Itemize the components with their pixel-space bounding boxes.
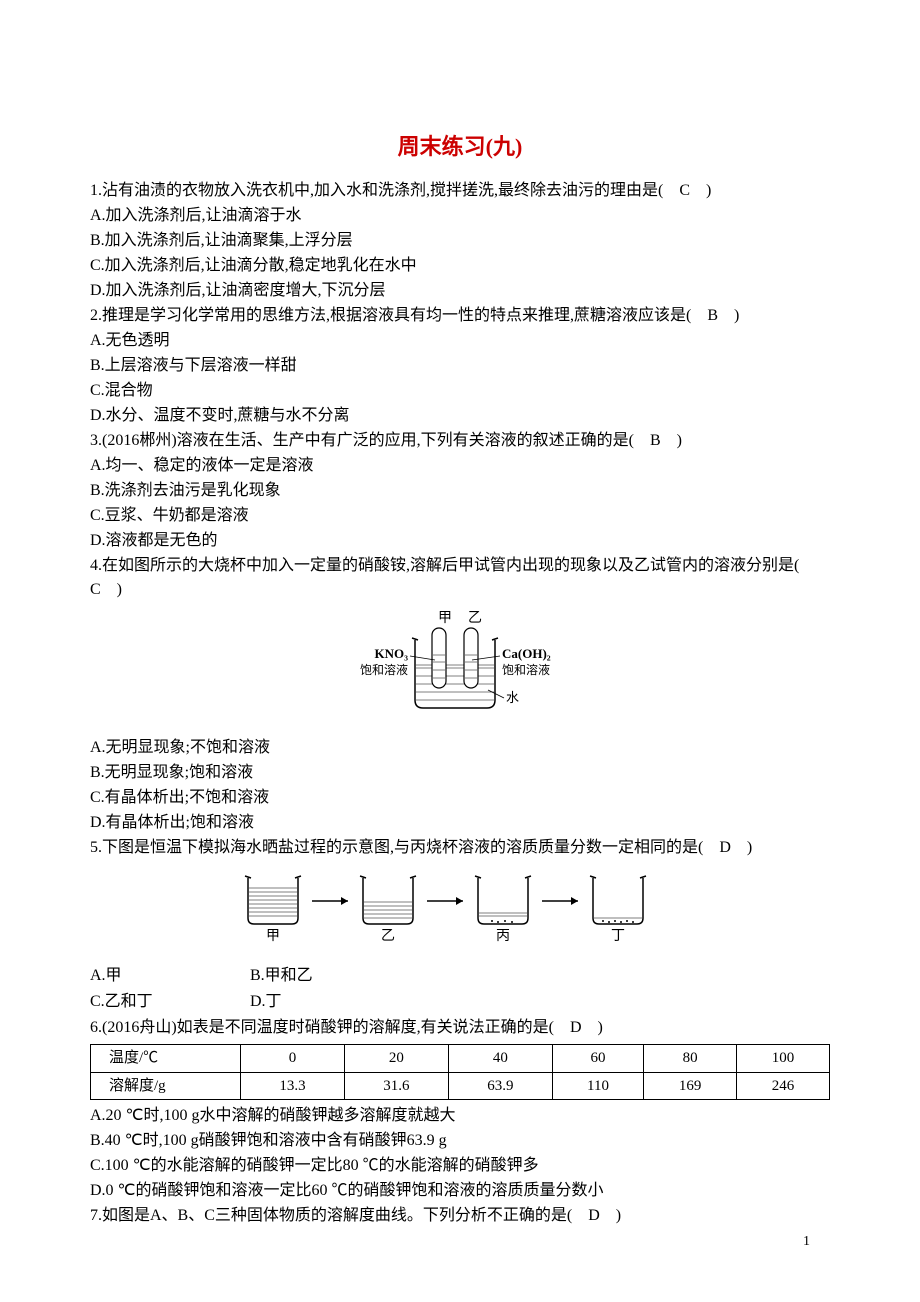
arrow-icon xyxy=(312,897,348,905)
q5-stem: 5.下图是恒温下模拟海水晒盐过程的示意图,与丙烧杯溶液的溶质质量分数一定相同的是… xyxy=(90,836,830,860)
q2-opt-d: D.水分、温度不变时,蔗糖与水不分离 xyxy=(90,404,830,428)
q4-opt-b: B.无明显现象;饱和溶液 xyxy=(90,761,830,785)
svg-text:丁: 丁 xyxy=(611,929,625,944)
q4-label-left-sub: 饱和溶液 xyxy=(360,662,408,677)
q4-label-top-l: 甲 xyxy=(438,611,452,626)
q3-opt-c: C.豆浆、牛奶都是溶液 xyxy=(90,504,830,528)
question-4: 4.在如图所示的大烧杯中加入一定量的硝酸铵,溶解后甲试管内出现的现象以及乙试管内… xyxy=(90,554,830,835)
q5-opt-c: C.乙和丁 xyxy=(90,990,190,1014)
question-2: 2.推理是学习化学常用的思维方法,根据溶液具有均一性的特点来推理,蔗糖溶液应该是… xyxy=(90,304,830,428)
table-cell: 溶解度/g xyxy=(91,1072,241,1100)
q4-label-bottom: 水 xyxy=(506,690,519,705)
table-cell: 20 xyxy=(344,1045,448,1073)
svg-text:甲: 甲 xyxy=(266,929,280,944)
arrow-icon xyxy=(542,897,578,905)
q2-stem: 2.推理是学习化学常用的思维方法,根据溶液具有均一性的特点来推理,蔗糖溶液应该是… xyxy=(90,304,830,328)
q4-stem: 4.在如图所示的大烧杯中加入一定量的硝酸铵,溶解后甲试管内出现的现象以及乙试管内… xyxy=(90,554,830,602)
q1-opt-b: B.加入洗涤剂后,让油滴聚集,上浮分层 xyxy=(90,229,830,253)
table-cell: 13.3 xyxy=(241,1072,345,1100)
q2-opt-b: B.上层溶液与下层溶液一样甜 xyxy=(90,354,830,378)
question-5: 5.下图是恒温下模拟海水晒盐过程的示意图,与丙烧杯溶液的溶质质量分数一定相同的是… xyxy=(90,836,830,1014)
arrow-icon xyxy=(427,897,463,905)
svg-text:乙: 乙 xyxy=(381,928,395,944)
q1-opt-a: A.加入洗涤剂后,让油滴溶于水 xyxy=(90,204,830,228)
q1-opt-c: C.加入洗涤剂后,让油滴分散,稳定地乳化在水中 xyxy=(90,254,830,278)
q7-stem: 7.如图是A、B、C三种固体物质的溶解度曲线。下列分析不正确的是( D ) xyxy=(90,1204,830,1228)
q4-label-top-r: 乙 xyxy=(468,610,482,626)
q4-label-left: KNO₃ xyxy=(374,646,408,661)
q5-opt-a: A.甲 xyxy=(90,964,190,988)
table-row: 溶解度/g 13.3 31.6 63.9 110 169 246 xyxy=(91,1072,830,1100)
table-row: 温度/℃ 0 20 40 60 80 100 xyxy=(91,1045,830,1073)
q2-opt-a: A.无色透明 xyxy=(90,329,830,353)
table-cell: 31.6 xyxy=(344,1072,448,1100)
beaker-2-icon: 乙 xyxy=(360,876,416,944)
q3-opt-a: A.均一、稳定的液体一定是溶液 xyxy=(90,454,830,478)
q5-opt-d: D.丁 xyxy=(250,990,350,1014)
table-cell: 246 xyxy=(737,1072,830,1100)
q6-opt-d: D.0 ℃的硝酸钾饱和溶液一定比60 ℃的硝酸钾饱和溶液的溶质质量分数小 xyxy=(90,1179,830,1203)
q4-opt-a: A.无明显现象;不饱和溶液 xyxy=(90,736,830,760)
q3-opt-b: B.洗涤剂去油污是乳化现象 xyxy=(90,479,830,503)
q6-stem: 6.(2016舟山)如表是不同温度时硝酸钾的溶解度,有关说法正确的是( D ) xyxy=(90,1016,830,1040)
q6-opt-a: A.20 ℃时,100 g水中溶解的硝酸钾越多溶解度就越大 xyxy=(90,1104,830,1128)
table-cell: 63.9 xyxy=(448,1072,552,1100)
q6-table: 温度/℃ 0 20 40 60 80 100 溶解度/g 13.3 31.6 6… xyxy=(90,1044,830,1100)
table-cell: 温度/℃ xyxy=(91,1045,241,1073)
q1-opt-d: D.加入洗涤剂后,让油滴密度增大,下沉分层 xyxy=(90,279,830,303)
svg-text:丙: 丙 xyxy=(496,929,510,944)
beaker-3-icon: 丙 xyxy=(475,876,531,944)
page-number: 1 xyxy=(803,1231,810,1252)
table-cell: 110 xyxy=(552,1072,643,1100)
question-3: 3.(2016郴州)溶液在生活、生产中有广泛的应用,下列有关溶液的叙述正确的是(… xyxy=(90,429,830,553)
q4-opt-d: D.有晶体析出;饱和溶液 xyxy=(90,811,830,835)
q5-opt-b: B.甲和乙 xyxy=(250,964,350,988)
q6-opt-b: B.40 ℃时,100 g硝酸钾饱和溶液中含有硝酸钾63.9 g xyxy=(90,1129,830,1153)
table-cell: 60 xyxy=(552,1045,643,1073)
table-cell: 169 xyxy=(644,1072,737,1100)
beaker-1-icon: 甲 xyxy=(245,876,301,944)
question-7: 7.如图是A、B、C三种固体物质的溶解度曲线。下列分析不正确的是( D ) xyxy=(90,1204,830,1228)
question-6: 6.(2016舟山)如表是不同温度时硝酸钾的溶解度,有关说法正确的是( D ) … xyxy=(90,1016,830,1203)
q2-opt-c: C.混合物 xyxy=(90,379,830,403)
table-cell: 100 xyxy=(737,1045,830,1073)
question-1: 1.沾有油渍的衣物放入洗衣机中,加入水和洗涤剂,搅拌搓洗,最终除去油污的理由是(… xyxy=(90,179,830,303)
page-title: 周末练习(九) xyxy=(90,130,830,163)
q4-label-right: Ca(OH)₂ xyxy=(502,646,551,661)
table-cell: 40 xyxy=(448,1045,552,1073)
q1-stem: 1.沾有油渍的衣物放入洗衣机中,加入水和洗涤剂,搅拌搓洗,最终除去油污的理由是(… xyxy=(90,179,830,203)
q6-opt-c: C.100 ℃的水能溶解的硝酸钾一定比80 ℃的水能溶解的硝酸钾多 xyxy=(90,1154,830,1178)
q3-stem: 3.(2016郴州)溶液在生活、生产中有广泛的应用,下列有关溶液的叙述正确的是(… xyxy=(90,429,830,453)
q3-opt-d: D.溶液都是无色的 xyxy=(90,529,830,553)
beaker-4-icon: 丁 xyxy=(590,876,646,944)
table-cell: 0 xyxy=(241,1045,345,1073)
table-cell: 80 xyxy=(644,1045,737,1073)
q4-label-right-sub: 饱和溶液 xyxy=(502,662,550,677)
q5-diagram: 甲 乙 丙 丁 xyxy=(90,868,830,956)
q4-diagram: 甲 乙 KNO₃ 饱和溶液 Ca(OH)₂ 饱和溶液 xyxy=(90,610,830,728)
q4-opt-c: C.有晶体析出;不饱和溶液 xyxy=(90,786,830,810)
